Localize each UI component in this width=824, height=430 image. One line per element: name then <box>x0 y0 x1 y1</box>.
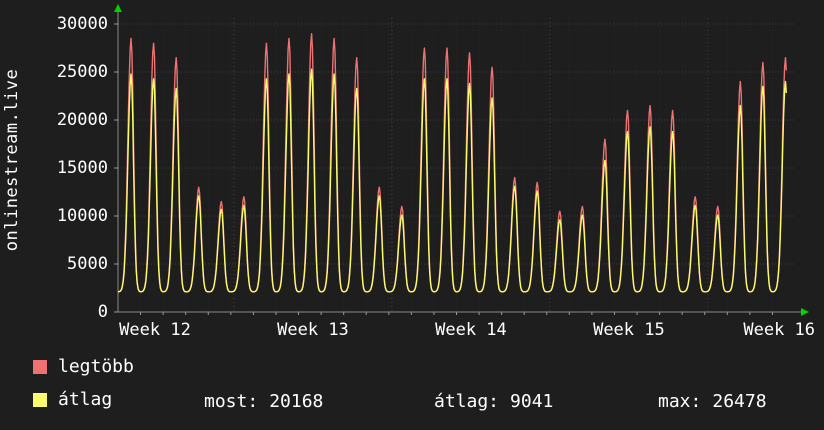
y-axis-tick-label: 10000 <box>56 206 108 226</box>
y-axis-tick-label: 25000 <box>56 62 108 82</box>
x-axis-tick-label: Week 14 <box>435 320 507 340</box>
stat-atlag-value: 9041 <box>510 391 554 412</box>
stat-max: max: 26478 <box>658 391 767 412</box>
stat-most-value: 20168 <box>269 391 324 412</box>
x-axis-tick-label: Week 16 <box>743 320 816 340</box>
stat-max-value: 26478 <box>712 391 767 412</box>
stat-atlag-label: átlag: <box>434 391 500 412</box>
stat-most-label: most: <box>204 391 259 412</box>
stat-max-label: max: <box>658 391 702 412</box>
y-axis-tick-label: 20000 <box>56 110 108 130</box>
x-axis-tick-label: Week 15 <box>593 320 665 340</box>
y-axis-tick-label: 5000 <box>67 254 108 274</box>
legend-label-legtobb: legtöbb <box>58 356 134 377</box>
legend-label-atlag: átlag <box>58 389 113 410</box>
stat-most: most: 20168 <box>204 391 323 412</box>
legend-swatch-atlag-icon <box>33 392 47 407</box>
legend-swatch-legtobb-icon <box>33 359 47 374</box>
x-axis-tick-label: Week 12 <box>119 320 191 340</box>
y-axis-tick-label: 15000 <box>56 158 108 178</box>
stat-atlag: átlag: 9041 <box>434 391 553 412</box>
y-axis-tick-label: 0 <box>97 302 108 322</box>
x-axis-tick-label: Week 13 <box>277 320 349 340</box>
y-axis-tick-label: 30000 <box>56 14 108 34</box>
legend-row-atlag: átlag <box>33 389 112 410</box>
legend-row-legtobb: legtöbb <box>33 356 134 377</box>
